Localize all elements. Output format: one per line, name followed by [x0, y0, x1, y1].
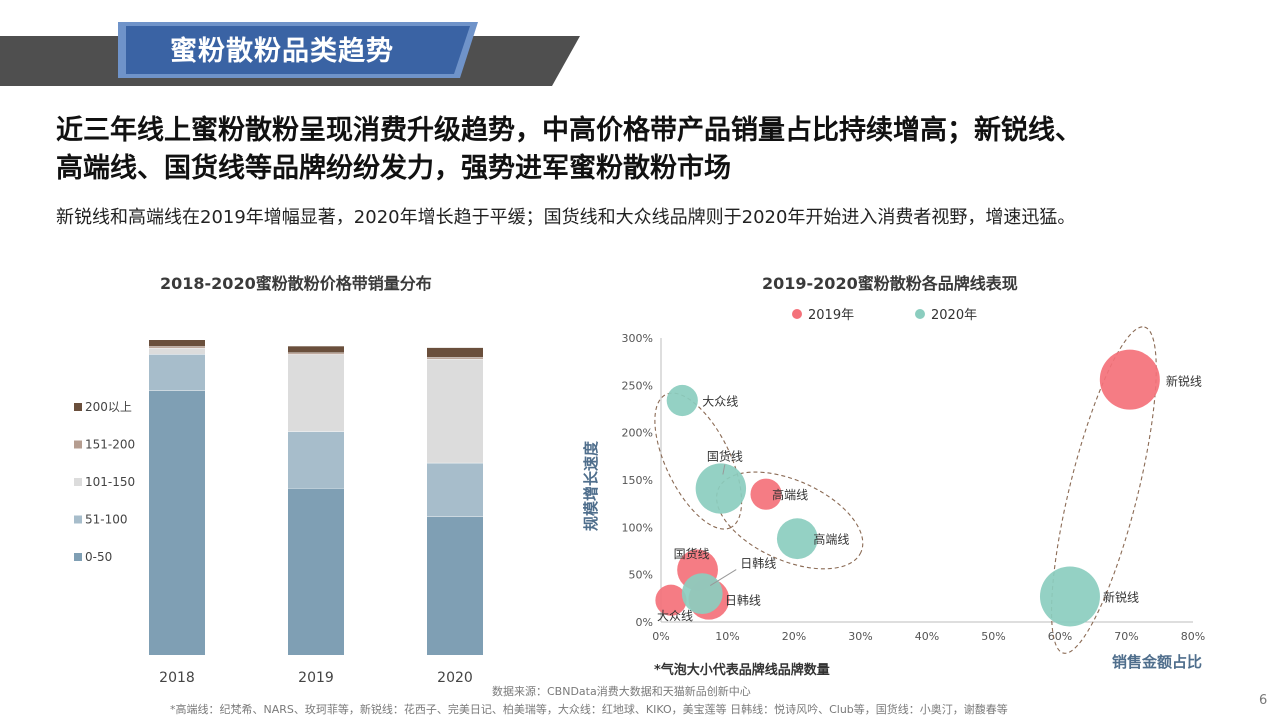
- y-tick-label: 300%: [622, 332, 653, 345]
- bubble-points: [655, 349, 1160, 627]
- bubble-2020年-国货线: [695, 463, 747, 514]
- legend-label-2019年: 2019年: [808, 308, 854, 323]
- bar-segment-2018-200以上: [149, 340, 205, 347]
- legend-label-101-150: 101-150: [85, 475, 135, 489]
- x-tick-label: 70%: [1114, 630, 1138, 643]
- legend-marker-2020年: [915, 309, 925, 319]
- legend-swatch-101-150: [74, 478, 82, 486]
- bubble-axes: 0% 50% 100% 150% 200% 250% 300% 0% 10% 20% 30% 40% 5…: [622, 332, 1206, 643]
- headline-line-1: 近三年线上蜜粉散粉呈现消费升级趋势，中高价格带产品销量占比持续增高；新锐线、: [56, 115, 1082, 146]
- legend-label-51-100: 51-100: [85, 513, 128, 527]
- bar-legend: 200以上 151-200 101-150 51-100 0-50: [74, 400, 135, 564]
- bubble-2020年-大众线: [666, 384, 698, 417]
- bubble-label-2020年-大众线: 大众线: [702, 394, 738, 408]
- brand-line-note: *高端线：纪梵希、NARS、玫珂菲等，新锐线：花西子、完美日记、柏美瑞等，大众线…: [170, 703, 1008, 716]
- outline-dazhong-guohuo: [654, 392, 743, 530]
- bubble-legend: 2019年 2020年: [792, 308, 977, 323]
- bar-segment-2019-200以上: [288, 346, 344, 353]
- x-tick-label: 30%: [848, 630, 872, 643]
- bar-chart-title: 2018-2020蜜粉散粉价格带销量分布: [160, 274, 432, 293]
- bubble-label-2019年-高端线: 高端线: [772, 487, 808, 502]
- bubble-label-2019年-新锐线: 新锐线: [1166, 374, 1202, 389]
- legend-swatch-0-50: [74, 553, 82, 561]
- subtitle: 新锐线和高端线在2019年增幅显著，2020年增长趋于平缓；国货线和大众线品牌则…: [56, 207, 1076, 228]
- bar-segment-2019-151-200: [288, 352, 344, 355]
- bar-segment-2020-151-200: [427, 357, 483, 359]
- bubble-2019年-高端线: [750, 478, 782, 510]
- legend-label-2020年: 2020年: [931, 308, 977, 323]
- y-axis-title: 规模增长速度: [582, 440, 600, 531]
- label-leader-line: [709, 569, 737, 587]
- y-tick-label: 150%: [622, 474, 653, 487]
- y-tick-label: 250%: [622, 379, 653, 392]
- legend-label-0-50: 0-50: [85, 550, 112, 564]
- bubble-2019年-大众线: [655, 584, 687, 616]
- y-tick-label: 50%: [629, 569, 653, 582]
- x-tick-label-2018: 2018: [159, 670, 195, 686]
- headline: 近三年线上蜜粉散粉呈现消费升级趋势，中高价格带产品销量占比持续增高；新锐线、 高…: [56, 112, 1256, 188]
- legend-swatch-151-200: [74, 440, 82, 449]
- bar-segment-2018-101-150: [149, 347, 205, 355]
- bar-segment-2020-51-100: [427, 462, 483, 517]
- bubble-label-2019年-大众线: 大众线: [657, 609, 693, 623]
- bubble-chart: 2019年 2020年 0% 50% 100% 150% 200% 250% 300% 0% 10…: [582, 308, 1206, 678]
- header-title-plate: [118, 22, 478, 78]
- bar-segment-2018-151-200: [149, 346, 205, 348]
- bubble-2020年-日韩线: [681, 573, 723, 614]
- x-tick-label-2019: 2019: [298, 670, 334, 686]
- bubble-label-2020年-新锐线: 新锐线: [1103, 589, 1139, 604]
- data-source: 数据来源：CBNData消费大数据和天猫新品创新中心: [492, 685, 751, 698]
- bar-segment-2018-0-50: [149, 390, 205, 655]
- legend-label-200以上: 200以上: [85, 400, 132, 414]
- bar-x-labels: 2018 2019 2020: [159, 670, 473, 686]
- page-title: 蜜粉散粉品类趋势: [170, 36, 394, 67]
- bubble-chart-title: 2019-2020蜜粉散粉各品牌线表现: [762, 274, 1018, 293]
- x-tick-label: 0%: [652, 630, 669, 643]
- bubble-label-2020年-高端线: 高端线: [813, 532, 849, 547]
- bubble-label-2020年-日韩线: 日韩线: [740, 556, 776, 571]
- bubble-label-2019年-国货线: 国货线: [674, 546, 710, 561]
- bar-group: [149, 340, 483, 655]
- x-tick-label-2020: 2020: [437, 670, 473, 686]
- bubble-2020年-高端线: [776, 518, 818, 560]
- y-tick-label: 100%: [622, 521, 653, 534]
- headline-line-2: 高端线、国货线等品牌纷纷发力，强势进军蜜粉散粉市场: [56, 153, 731, 184]
- bar-segment-2020-0-50: [427, 516, 483, 655]
- label-leader-line: [722, 464, 726, 475]
- x-tick-label: 60%: [1048, 630, 1072, 643]
- x-tick-label: 80%: [1181, 630, 1205, 643]
- x-tick-label: 10%: [715, 630, 739, 643]
- bar-segment-2019-101-150: [288, 354, 344, 432]
- x-tick-label: 20%: [782, 630, 806, 643]
- bubble-label-2019年-日韩线: 日韩线: [725, 592, 761, 607]
- bar-segment-2019-51-100: [288, 431, 344, 489]
- bubble-2020年-新锐线: [1039, 566, 1100, 627]
- x-tick-label: 50%: [981, 630, 1005, 643]
- bar-segment-2018-51-100: [149, 354, 205, 391]
- x-tick-label: 40%: [915, 630, 939, 643]
- bubble-size-note: *气泡大小代表品牌线品牌数量: [654, 662, 830, 678]
- bar-segment-2019-0-50: [288, 488, 344, 655]
- y-tick-label: 0%: [636, 616, 653, 629]
- legend-swatch-51-100: [74, 515, 82, 524]
- bar-segment-2020-101-150: [427, 358, 483, 463]
- legend-swatch-200以上: [74, 403, 82, 411]
- bar-segment-2020-200以上: [427, 347, 483, 358]
- legend-label-151-200: 151-200: [85, 438, 135, 452]
- bubble-2019年-新锐线: [1099, 349, 1160, 410]
- bubble-label-2020年-国货线: 国货线: [707, 449, 743, 464]
- page-number: 6: [1259, 693, 1268, 708]
- y-tick-label: 200%: [622, 427, 653, 440]
- x-axis-title: 销售金额占比: [1112, 653, 1202, 671]
- legend-marker-2019年: [792, 309, 802, 319]
